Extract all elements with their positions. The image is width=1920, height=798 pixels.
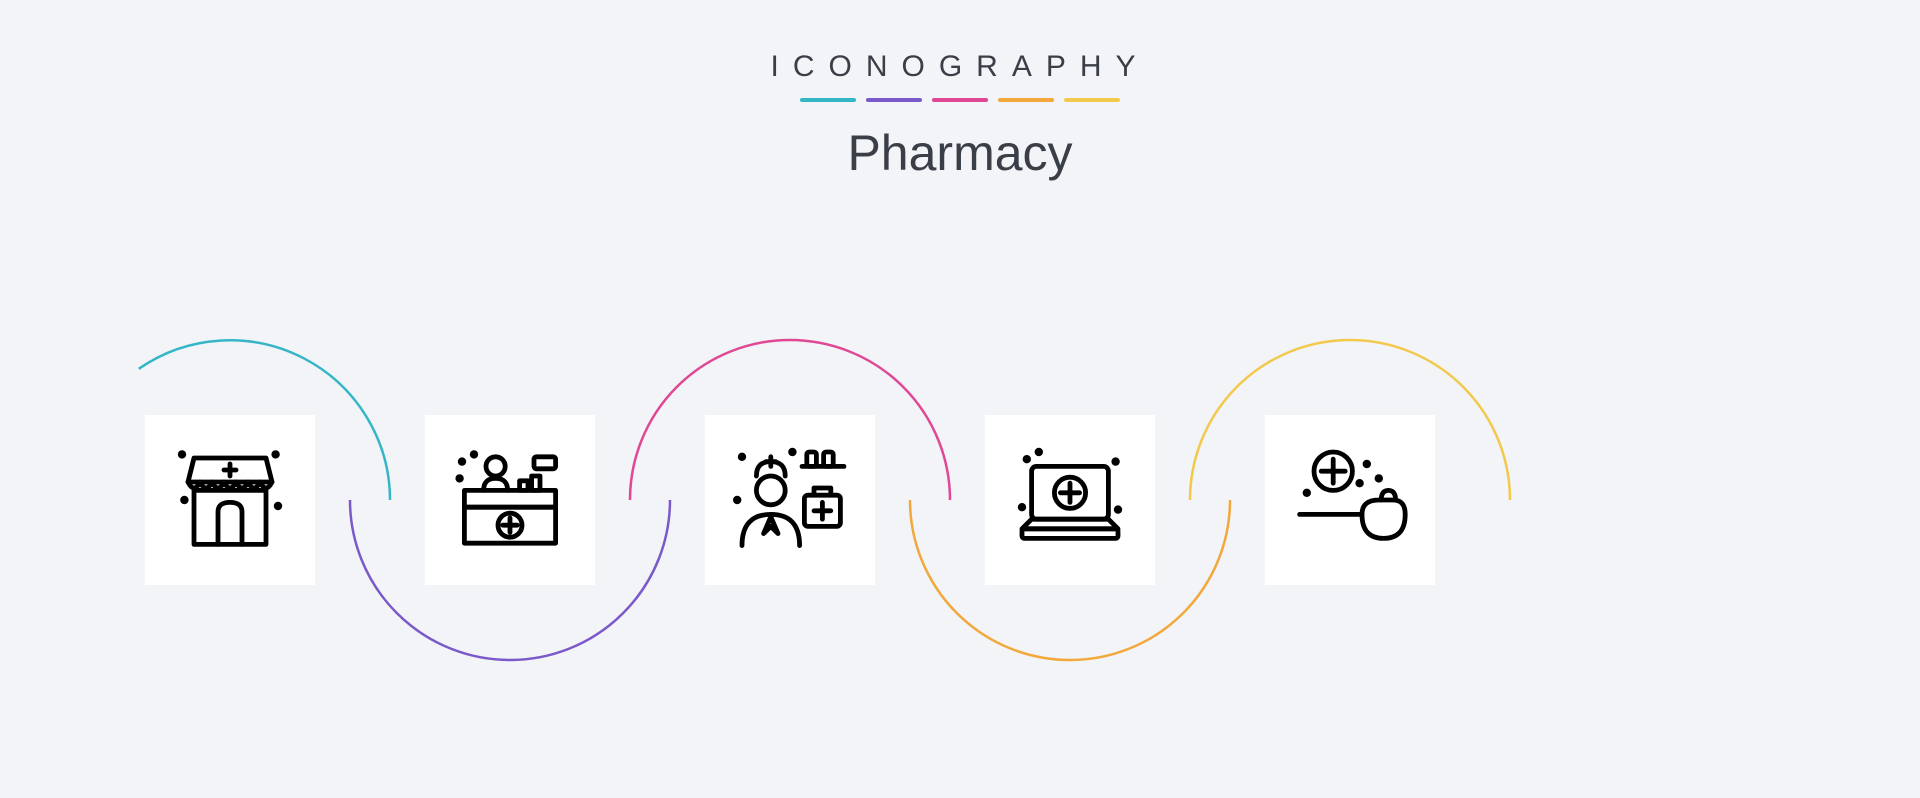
pharmacy-counter-icon: [450, 440, 570, 560]
medicine-spoon-icon: [1290, 440, 1410, 560]
pharmacist-icon: [730, 440, 850, 560]
brand-label: ICONOGRAPHY: [0, 50, 1920, 84]
accent-bar: [866, 98, 922, 102]
accent-bar: [932, 98, 988, 102]
icon-card: [425, 415, 595, 585]
icon-card: [1265, 415, 1435, 585]
online-pharmacy-icon: [1010, 440, 1130, 560]
icon-card: [705, 415, 875, 585]
accent-bars: [0, 98, 1920, 102]
accent-bar: [1064, 98, 1120, 102]
header: ICONOGRAPHY Pharmacy: [0, 0, 1920, 182]
accent-bar: [998, 98, 1054, 102]
icon-card: [985, 415, 1155, 585]
accent-bar: [800, 98, 856, 102]
icon-stage: [0, 280, 1920, 720]
icon-card: [145, 415, 315, 585]
pharmacy-store-icon: [170, 440, 290, 560]
page-title: Pharmacy: [0, 124, 1920, 182]
